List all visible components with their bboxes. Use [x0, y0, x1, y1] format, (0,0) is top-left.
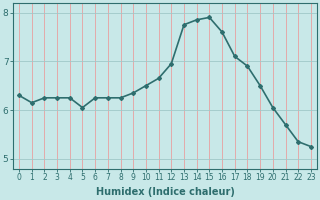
X-axis label: Humidex (Indice chaleur): Humidex (Indice chaleur): [96, 187, 234, 197]
